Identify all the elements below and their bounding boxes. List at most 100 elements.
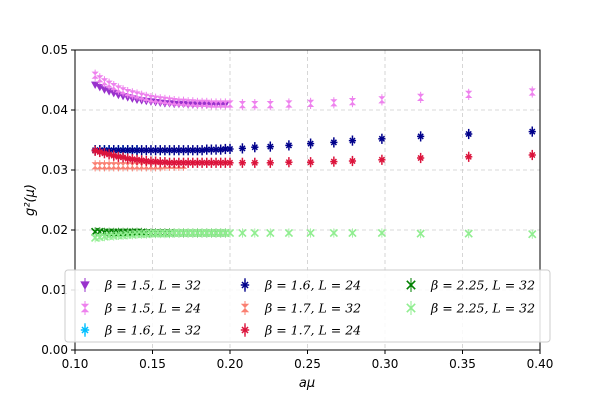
data-point — [110, 81, 118, 93]
data-point — [251, 157, 259, 168]
legend-marker — [240, 324, 250, 336]
legend-marker — [406, 279, 416, 291]
legend-entry: β = 1.6, L = 24 — [240, 278, 361, 293]
data-point — [212, 157, 220, 168]
legend-entry: β = 1.7, L = 32 — [240, 301, 361, 316]
legend-label: β = 1.5, L = 32 — [104, 278, 201, 293]
data-point — [417, 152, 425, 164]
data-point — [142, 145, 150, 156]
data-point — [348, 155, 357, 167]
data-point — [528, 86, 536, 98]
data-point — [238, 99, 246, 111]
data-point — [110, 145, 118, 156]
legend-label: β = 1.7, L = 24 — [264, 323, 361, 338]
data-point — [266, 99, 274, 111]
data-point — [251, 142, 259, 153]
data-point — [285, 140, 293, 151]
data-point — [152, 156, 160, 167]
data-point — [100, 76, 109, 88]
data-point — [207, 98, 215, 110]
series-8 — [90, 228, 537, 243]
y-tick-label: 0.05 — [41, 43, 68, 57]
data-point — [330, 97, 338, 109]
data-point — [142, 155, 150, 167]
axis-ticks: 0.10 0.15 0.20 0.25 0.30 0.35 0.40 0.00 0.01 0.02… — [41, 43, 553, 371]
data-point — [307, 157, 315, 168]
data-point — [217, 98, 225, 110]
data-point — [138, 90, 146, 102]
series-6 — [91, 145, 536, 168]
x-tick-label: 0.20 — [217, 357, 244, 371]
data-point — [330, 156, 338, 167]
data-point — [528, 149, 536, 161]
data-point — [225, 228, 235, 238]
x-tick-label: 0.25 — [294, 357, 321, 371]
data-point — [221, 98, 229, 110]
data-point — [465, 151, 473, 162]
y-axis-label: g²(μ) — [23, 184, 38, 216]
legend-label: β = 1.6, L = 24 — [264, 278, 361, 293]
data-point — [114, 83, 122, 95]
legend-label: β = 2.25, L = 32 — [430, 278, 535, 293]
data-point — [348, 228, 357, 238]
x-tick-label: 0.10 — [62, 357, 89, 371]
data-point — [119, 85, 127, 97]
data-point — [133, 154, 141, 165]
data-point — [212, 98, 220, 110]
legend-entry: β = 2.25, L = 32 — [406, 301, 535, 316]
y-tick-label: 0.01 — [41, 283, 68, 297]
data-point — [330, 137, 338, 148]
data-point — [91, 69, 99, 81]
legend-entry: β = 1.6, L = 32 — [80, 323, 201, 338]
legend-marker — [80, 324, 90, 336]
x-axis-label: aμ — [299, 376, 315, 391]
legend-label: β = 1.5, L = 24 — [104, 301, 201, 316]
y-tick-label: 0.02 — [41, 223, 68, 237]
data-point — [417, 131, 425, 142]
data-point — [147, 145, 155, 156]
data-point — [198, 97, 206, 109]
data-point — [348, 96, 357, 108]
data-point — [465, 88, 473, 100]
legend-entry: β = 1.5, L = 32 — [80, 278, 201, 293]
x-tick-label: 0.35 — [449, 357, 476, 371]
data-point — [266, 141, 274, 152]
data-point — [238, 228, 247, 238]
data-point — [377, 228, 387, 238]
data-point — [110, 160, 118, 172]
x-tick-label: 0.15 — [139, 357, 166, 371]
data-point — [464, 229, 473, 239]
data-point — [226, 143, 234, 155]
data-point — [266, 228, 275, 238]
data-point — [105, 160, 113, 172]
data-point — [417, 91, 425, 103]
data-point — [465, 128, 473, 140]
data-point — [285, 157, 293, 168]
data-point — [251, 99, 259, 111]
data-point — [329, 228, 339, 238]
legend-marker — [406, 302, 416, 314]
legend-marker — [240, 279, 250, 291]
data-point — [348, 135, 357, 146]
data-point — [528, 229, 537, 239]
data-point — [250, 228, 259, 238]
legend-box — [64, 269, 551, 343]
legend-label: β = 1.7, L = 32 — [264, 301, 361, 316]
data-layer — [90, 69, 537, 243]
data-point — [266, 157, 274, 168]
data-point — [378, 94, 386, 106]
data-point — [91, 160, 99, 172]
data-point — [416, 229, 425, 239]
data-point — [165, 157, 174, 168]
data-point — [138, 155, 146, 166]
data-point — [198, 145, 206, 156]
data-point — [96, 160, 104, 172]
legend-entry: β = 2.25, L = 32 — [406, 278, 535, 293]
data-point — [175, 96, 183, 108]
data-point — [378, 154, 386, 165]
legend-label: β = 2.25, L = 32 — [430, 301, 535, 316]
data-point — [105, 78, 113, 90]
data-point — [307, 138, 315, 149]
y-tick-label: 0.04 — [41, 103, 68, 117]
data-point — [528, 126, 536, 137]
